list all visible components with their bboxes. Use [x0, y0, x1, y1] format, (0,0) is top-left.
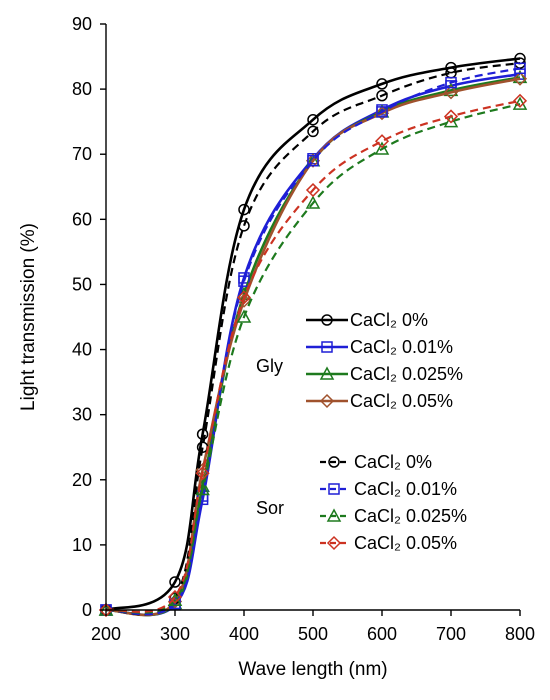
data-point	[307, 125, 319, 138]
y-tick-label: 0	[82, 600, 92, 620]
legend-marker	[321, 314, 333, 326]
y-tick-label: 70	[72, 144, 92, 164]
data-point	[443, 114, 459, 128]
y-tick-label: 60	[72, 209, 92, 229]
y-tick-label: 40	[72, 340, 92, 360]
y-tick-label: 20	[72, 470, 92, 490]
axes-layer: 200 300 400 500 600 700 800 0 10 20 30 40 50 60 70 80 90	[72, 14, 535, 644]
x-tick-label: 600	[367, 624, 397, 644]
data-point	[443, 109, 459, 124]
y-tick-label: 50	[72, 274, 92, 294]
series-line	[105, 67, 521, 616]
data-point	[167, 589, 183, 605]
data-point	[512, 93, 528, 108]
data-point	[376, 89, 388, 102]
series-sor-6	[98, 96, 528, 616]
data-point	[305, 182, 321, 198]
series-line	[105, 57, 521, 612]
legend: CaCl₂ 0% CaCl₂ 0.01% CaCl₂ 0.025% CaCl₂ 0.0…	[256, 310, 467, 553]
legend-label: CaCl₂ 0.025%	[350, 364, 463, 384]
data-point	[196, 428, 209, 440]
x-tick-label: 400	[229, 624, 259, 644]
series-gly-1	[100, 68, 526, 617]
data-point	[514, 62, 526, 75]
legend-label: CaCl₂ 0.05%	[350, 391, 453, 411]
data-point	[443, 85, 459, 100]
data-point	[512, 71, 528, 86]
data-point	[445, 61, 457, 74]
x-tick-label: 500	[298, 624, 328, 644]
series-sor-4	[100, 57, 526, 616]
series-layer	[98, 52, 528, 618]
x-tick-label: 700	[436, 624, 466, 644]
y-axis-title: Light transmission (%)	[18, 223, 39, 411]
series-line	[105, 61, 521, 616]
legend-group-label-gly: Gly	[256, 356, 283, 376]
series-gly-3	[98, 71, 528, 618]
legend-group-label-sor: Sor	[256, 498, 284, 518]
data-point	[238, 220, 250, 232]
legend-marker	[319, 393, 335, 409]
y-tick-label: 10	[72, 535, 92, 555]
legend-marker	[321, 341, 333, 353]
legend-marker	[328, 456, 340, 468]
legend-marker	[319, 366, 335, 380]
x-tick-label: 300	[160, 624, 190, 644]
legend-label: CaCl₂ 0%	[350, 310, 428, 330]
data-point	[307, 154, 319, 167]
legend-label: CaCl₂ 0.05%	[354, 533, 457, 553]
series-line	[105, 76, 521, 617]
series-line	[105, 99, 521, 613]
data-point	[374, 134, 390, 149]
x-tick-label: 200	[91, 624, 121, 644]
legend-label: CaCl₂ 0.01%	[350, 337, 453, 357]
legend-label: CaCl₂ 0.01%	[354, 479, 457, 499]
data-point	[445, 76, 457, 89]
y-tick-label: 30	[72, 405, 92, 425]
data-point	[512, 69, 528, 84]
data-point	[236, 290, 252, 305]
series-line	[105, 77, 521, 617]
data-point	[307, 113, 319, 126]
data-point	[195, 466, 210, 481]
legend-label: CaCl₂ 0.025%	[354, 506, 467, 526]
x-tick-label: 800	[505, 624, 535, 644]
series-sor-5	[100, 62, 526, 616]
data-point	[376, 78, 388, 90]
series-gly-0	[100, 52, 526, 616]
legend-marker	[326, 508, 342, 522]
legend-marker	[328, 483, 340, 495]
data-point	[376, 106, 388, 118]
legend-marker	[326, 535, 342, 551]
series-sor-7	[98, 93, 528, 618]
legend-label: CaCl₂ 0%	[354, 452, 432, 472]
data-point	[238, 275, 250, 287]
data-point	[374, 141, 390, 155]
data-point	[238, 203, 250, 216]
series-line	[105, 72, 521, 617]
data-point	[169, 576, 181, 588]
x-axis-title: Wave length (nm)	[238, 659, 387, 680]
series-line	[105, 103, 521, 614]
data-point	[236, 309, 252, 323]
data-point	[305, 195, 321, 209]
data-point	[374, 106, 390, 121]
series-gly-2	[98, 69, 528, 617]
y-tick-label: 80	[72, 79, 92, 99]
data-point	[305, 153, 321, 168]
y-tick-label: 90	[72, 14, 92, 34]
